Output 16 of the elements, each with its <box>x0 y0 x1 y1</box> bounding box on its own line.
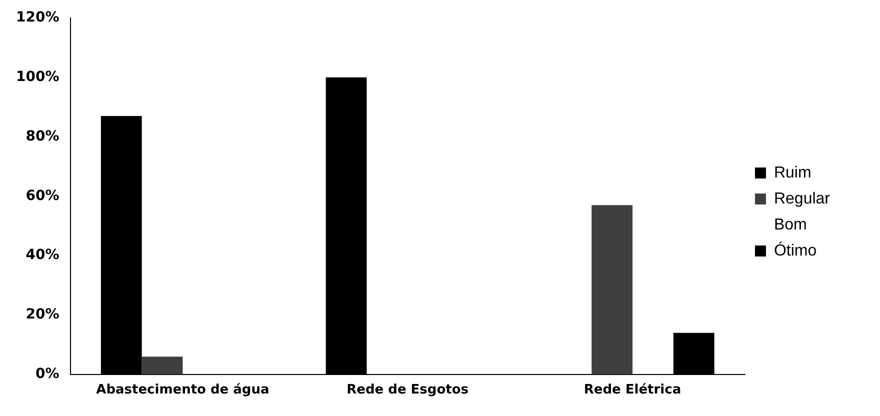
y-tick-label: 20% <box>26 306 60 323</box>
y-tick-label: 0% <box>35 366 60 382</box>
y-tick-label: 80% <box>26 128 60 144</box>
y-tick-label: 100% <box>16 69 60 86</box>
y-tick-label: 40% <box>26 247 60 264</box>
legend-label: Regular <box>774 190 831 208</box>
bar <box>142 356 183 374</box>
x-tick-label: Rede Elétrica <box>584 382 682 398</box>
legend-label: Ótimo <box>774 241 817 260</box>
y-tick-label: 60% <box>26 188 60 204</box>
text: Bom <box>774 216 807 234</box>
x-tick-label: Abastecimento de água <box>96 382 270 398</box>
legend-label: Ruim <box>774 164 812 182</box>
x-tick-label: Rede de Esgotos <box>346 382 469 398</box>
bar <box>592 205 633 374</box>
y-tick-label: 120% <box>16 10 60 26</box>
